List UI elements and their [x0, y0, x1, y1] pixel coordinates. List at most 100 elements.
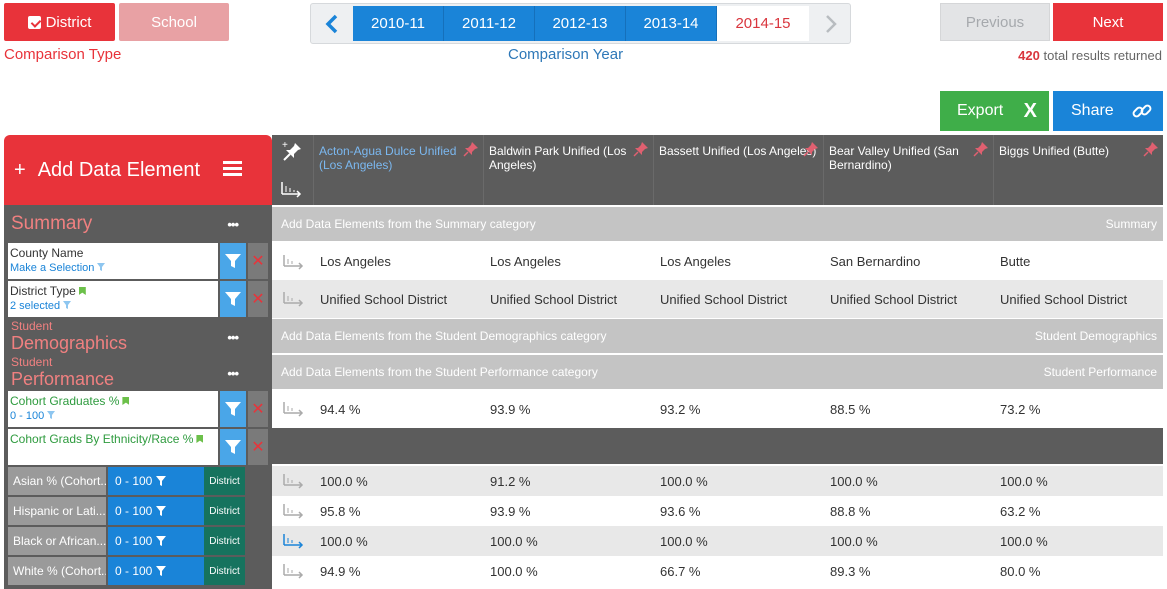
sub-filter-range[interactable]: 0 - 100 — [108, 467, 204, 495]
category-title: Performance — [11, 369, 115, 389]
sub-filter-name: Hispanic or Lati... — [8, 497, 106, 525]
close-icon: ✕ — [251, 253, 265, 270]
category-summary[interactable]: Summary ••• — [4, 213, 272, 241]
year-tab[interactable]: 2010-11 — [353, 6, 444, 41]
table-row: Unified School District Unified School D… — [272, 280, 1163, 318]
filter-button[interactable] — [220, 391, 246, 427]
sort-icon[interactable] — [280, 180, 304, 198]
add-data-element-button[interactable]: + Add Data Element — [4, 135, 272, 205]
chevron-left-icon — [325, 14, 338, 33]
filter-selection[interactable]: 0 - 100 — [10, 410, 218, 422]
sub-filter-tag: District — [204, 527, 245, 555]
school-button[interactable]: School — [119, 3, 229, 41]
filter-button[interactable] — [220, 429, 246, 465]
table-cell: 66.7 % — [660, 563, 701, 579]
year-tab[interactable]: 2011-12 — [444, 6, 535, 41]
category-student-performance[interactable]: Student Performance ••• — [4, 356, 272, 390]
category-bar-performance[interactable]: Add Data Elements from the Student Perfo… — [272, 355, 1163, 389]
year-tab[interactable]: 2012-13 — [535, 6, 626, 41]
table-cell: 100.0 % — [490, 533, 538, 549]
sub-filter-tag: District — [204, 497, 245, 525]
filter-selection[interactable]: 2 selected — [10, 300, 218, 312]
sub-filter-row[interactable]: White % (Cohort... 0 - 100 District — [8, 557, 248, 585]
table-cell: 89.3 % — [830, 563, 871, 579]
table-cell: 88.5 % — [830, 401, 871, 417]
column-header[interactable]: Biggs Unified (Butte) — [993, 135, 1163, 205]
remove-button[interactable]: ✕ — [248, 243, 268, 279]
filter-district-type[interactable]: District Type 2 selected — [8, 281, 218, 317]
table-cell: 100.0 % — [660, 473, 708, 489]
sort-icon[interactable] — [282, 473, 306, 489]
table-cell: 93.9 % — [490, 401, 531, 417]
category-bar-summary[interactable]: Add Data Elements from the Summary categ… — [272, 207, 1163, 241]
filter-county-name[interactable]: County Name Make a Selection — [8, 243, 218, 279]
filter-selection[interactable]: Make a Selection — [10, 262, 218, 274]
close-icon: ✕ — [251, 439, 265, 456]
sort-icon[interactable] — [282, 254, 306, 270]
range-text: 0 - 100 — [115, 564, 153, 578]
next-button[interactable]: Next — [1053, 3, 1163, 41]
more-icon[interactable]: ••• — [227, 217, 239, 232]
year-prev-button[interactable] — [312, 6, 352, 41]
pin-icon[interactable] — [973, 141, 989, 157]
more-icon[interactable]: ••• — [227, 366, 239, 381]
filter-cohort-graduates[interactable]: Cohort Graduates % 0 - 100 — [8, 391, 218, 427]
sub-filter-row[interactable]: Asian % (Cohort... 0 - 100 District — [8, 467, 248, 495]
sort-icon[interactable] — [282, 291, 306, 307]
table-cell: 100.0 % — [1000, 533, 1048, 549]
range-text: 0 - 100 — [115, 504, 153, 518]
table-cell: Unified School District — [1000, 291, 1128, 307]
pin-icon[interactable] — [803, 141, 819, 157]
export-button[interactable]: Export X — [940, 91, 1049, 131]
sub-filter-range[interactable]: 0 - 100 — [108, 497, 204, 525]
remove-button[interactable]: ✕ — [248, 391, 268, 427]
pin-icon[interactable] — [1143, 141, 1159, 157]
export-label: Export — [957, 102, 1004, 119]
remove-button[interactable]: ✕ — [248, 429, 268, 465]
table-cell: 100.0 % — [830, 533, 878, 549]
filter-cohort-grads-ethnicity[interactable]: Cohort Grads By Ethnicity/Race % — [8, 429, 218, 465]
category-bar-title: Student Performance — [1043, 365, 1157, 379]
sub-filter-range[interactable]: 0 - 100 — [108, 557, 204, 585]
year-next-button[interactable] — [811, 6, 851, 41]
pin-add-icon[interactable]: + — [282, 140, 304, 162]
pin-icon[interactable] — [633, 141, 649, 157]
district-button[interactable]: District — [4, 3, 115, 41]
filter-button[interactable] — [220, 281, 246, 317]
remove-button[interactable]: ✕ — [248, 281, 268, 317]
column-header[interactable]: Baldwin Park Unified (Los Angeles) — [483, 135, 653, 205]
sub-filter-tag: District — [204, 467, 245, 495]
column-header[interactable]: Bear Valley Unified (San Bernardino) — [823, 135, 993, 205]
table-cell: 93.9 % — [490, 503, 531, 519]
pin-icon[interactable] — [463, 141, 479, 157]
results-text: total results returned — [1043, 48, 1162, 63]
more-icon[interactable]: ••• — [227, 330, 239, 345]
link-icon — [1132, 104, 1152, 118]
share-button[interactable]: Share — [1053, 91, 1163, 131]
column-header[interactable]: Acton-Agua Dulce Unified (Los Angeles) — [313, 135, 483, 205]
year-tab[interactable]: 2013-14 — [626, 6, 717, 41]
sort-icon[interactable] — [282, 563, 306, 579]
sub-filter-range[interactable]: 0 - 100 — [108, 527, 204, 555]
column-title: Baldwin Park Unified (Los Angeles) — [489, 144, 627, 172]
previous-button[interactable]: Previous — [940, 3, 1050, 41]
sort-icon[interactable] — [282, 401, 306, 417]
table-header — [272, 135, 1163, 205]
category-bar-demographics[interactable]: Add Data Elements from the Student Demog… — [272, 319, 1163, 353]
category-pre: Student — [11, 355, 53, 369]
menu-icon[interactable] — [223, 161, 242, 176]
table-cell: 95.8 % — [320, 503, 361, 519]
sub-filter-name: Black or African... — [8, 527, 106, 555]
table-cell: 80.0 % — [1000, 563, 1041, 579]
year-tab-selected[interactable]: 2014-15 — [717, 6, 809, 41]
sub-filter-row[interactable]: Black or African... 0 - 100 District — [8, 527, 248, 555]
sub-filter-row[interactable]: Hispanic or Lati... 0 - 100 District — [8, 497, 248, 525]
table-cell: 100.0 % — [660, 533, 708, 549]
category-student-demographics[interactable]: Student Demographics ••• — [4, 320, 272, 354]
column-header[interactable]: Bassett Unified (Los Angeles) — [653, 135, 823, 205]
table-cell: 94.9 % — [320, 563, 361, 579]
column-title: Bassett Unified (Los Angeles) — [659, 144, 817, 158]
filter-button[interactable] — [220, 243, 246, 279]
sort-icon-active[interactable] — [282, 533, 306, 549]
sort-icon[interactable] — [282, 503, 306, 519]
